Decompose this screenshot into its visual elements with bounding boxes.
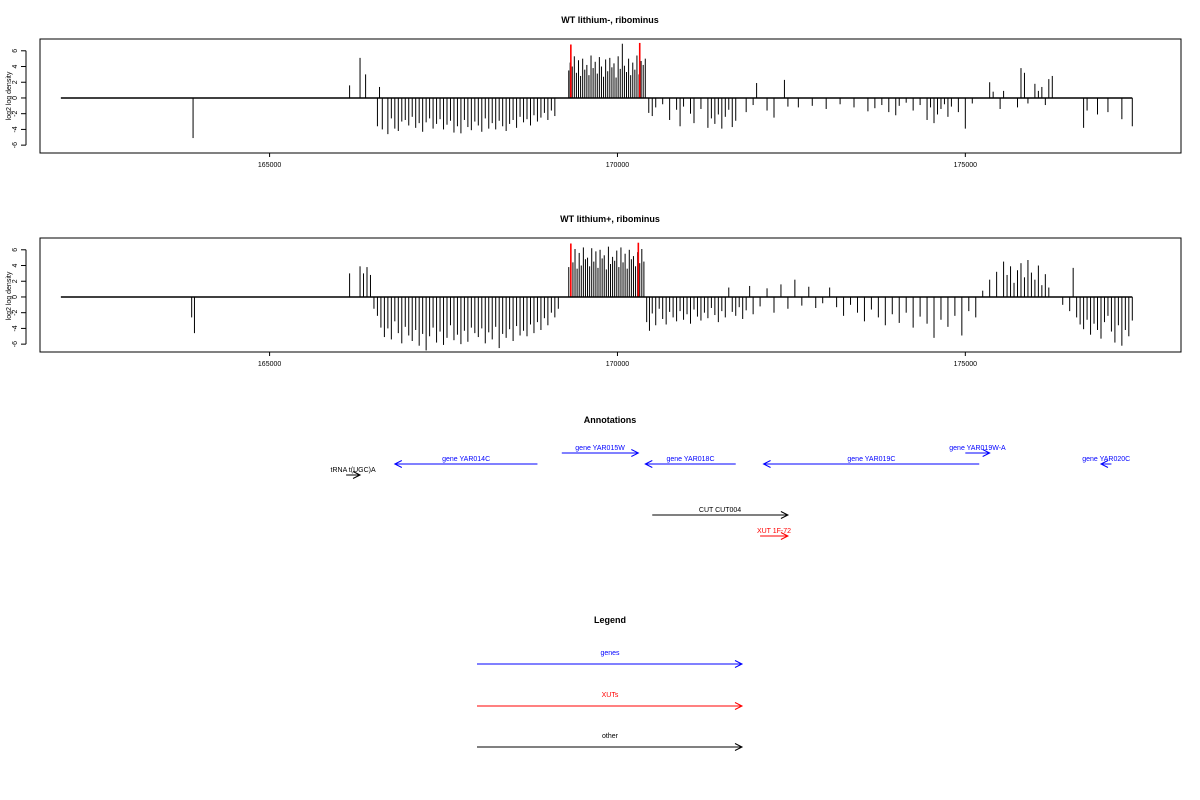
- panel-1: WT lithium-, ribominus log2 log density …: [6, 15, 1182, 169]
- feature-arrowhead: [393, 460, 403, 468]
- feature-label: XUT 1F-72: [757, 528, 791, 535]
- panel-2-x-axis: 165000 170000 175000: [258, 352, 977, 368]
- feature-label: gene YAR019W-A: [949, 445, 1006, 452]
- feature-arrowhead: [1099, 460, 1109, 468]
- panel-1-bars: [60, 42, 1133, 139]
- legend-arrowhead: [734, 743, 744, 751]
- x-tick-label: 170000: [606, 162, 629, 169]
- feature-label: gene YAR015W: [575, 445, 625, 452]
- legend-item: genes: [477, 650, 744, 668]
- panel-1-title: WT lithium-, ribominus: [561, 15, 659, 25]
- panel-1-y-axis-label: log2 log density: [6, 71, 13, 120]
- panel-2-y-axis: -6 -4 -2 0 2 4 6: [12, 248, 27, 347]
- annotation-feature: CUT CUT004: [652, 507, 790, 519]
- y-tick-label: 6: [12, 248, 19, 252]
- feature-label: tRNA t(UGC)A: [331, 467, 376, 474]
- legend-items: genes XUTs other: [477, 650, 744, 751]
- x-tick-label: 165000: [258, 361, 281, 368]
- panel-2-bars: [60, 242, 1133, 351]
- annotations-title: Annotations: [584, 415, 637, 425]
- annotation-feature: XUT 1F-72: [757, 528, 791, 540]
- annotation-feature: gene YAR019W-A: [949, 445, 1006, 457]
- feature-arrowhead: [762, 460, 771, 468]
- legend-item: XUTs: [477, 692, 744, 710]
- feature-arrowhead: [352, 471, 362, 479]
- feature-label: gene YAR019C: [847, 456, 895, 463]
- feature-arrowhead: [631, 449, 640, 457]
- y-tick-label: -4: [12, 325, 19, 331]
- y-tick-label: 4: [12, 263, 19, 267]
- legend-label: XUTs: [602, 692, 619, 699]
- panel-2-plot-frame: [39, 237, 1182, 353]
- annotation-feature: tRNA t(UGC)A: [331, 467, 376, 479]
- annotation-feature: gene YAR019C: [762, 456, 980, 468]
- annotation-feature: gene YAR018C: [644, 456, 736, 468]
- annotation-features: gene YAR014C tRNA t(UGC)A gene YAR015W gene…: [331, 445, 1130, 540]
- panel-1-x-axis: 165000 170000 175000: [258, 153, 977, 169]
- y-tick-label: 2: [12, 80, 19, 84]
- y-tick-label: -2: [12, 309, 19, 315]
- annotation-feature: gene YAR014C: [393, 456, 538, 468]
- y-tick-label: 0: [12, 295, 19, 299]
- panel-2-y-axis-label: log2 log density: [6, 271, 13, 320]
- annotation-feature: gene YAR020C: [1082, 456, 1130, 468]
- feature-label: CUT CUT004: [699, 507, 741, 514]
- feature-arrowhead: [644, 460, 653, 468]
- y-tick-label: 2: [12, 279, 19, 283]
- x-tick-label: 175000: [954, 162, 977, 169]
- y-tick-label: -2: [12, 110, 19, 116]
- panel-2-title: WT lithium+, ribominus: [560, 214, 660, 224]
- feature-arrowhead: [780, 532, 790, 540]
- y-tick-label: 0: [12, 96, 19, 100]
- feature-label: gene YAR020C: [1082, 456, 1130, 463]
- legend: Legend genes XUTs other: [477, 615, 744, 751]
- annotation-feature: gene YAR015W: [561, 445, 640, 457]
- x-tick-label: 165000: [258, 162, 281, 169]
- legend-arrowhead: [734, 660, 744, 668]
- legend-item: other: [477, 733, 744, 751]
- feature-label: gene YAR018C: [667, 456, 715, 463]
- legend-label: genes: [600, 650, 620, 657]
- legend-arrowhead: [734, 702, 744, 710]
- y-tick-label: 6: [12, 49, 19, 53]
- y-tick-label: -6: [12, 341, 19, 347]
- feature-label: gene YAR014C: [442, 456, 490, 463]
- legend-label: other: [602, 733, 619, 740]
- y-tick-label: -6: [12, 142, 19, 148]
- legend-title: Legend: [594, 615, 626, 625]
- y-tick-label: 4: [12, 64, 19, 68]
- feature-arrowhead: [780, 511, 790, 519]
- panel-2: WT lithium+, ribominus log2 log density …: [6, 214, 1182, 368]
- y-tick-label: -4: [12, 126, 19, 132]
- panel-1-plot-frame: [39, 38, 1182, 154]
- panel-1-y-axis: -6 -4 -2 0 2 4 6: [12, 49, 27, 148]
- x-tick-label: 170000: [606, 361, 629, 368]
- x-tick-label: 175000: [954, 361, 977, 368]
- feature-arrowhead: [982, 449, 991, 457]
